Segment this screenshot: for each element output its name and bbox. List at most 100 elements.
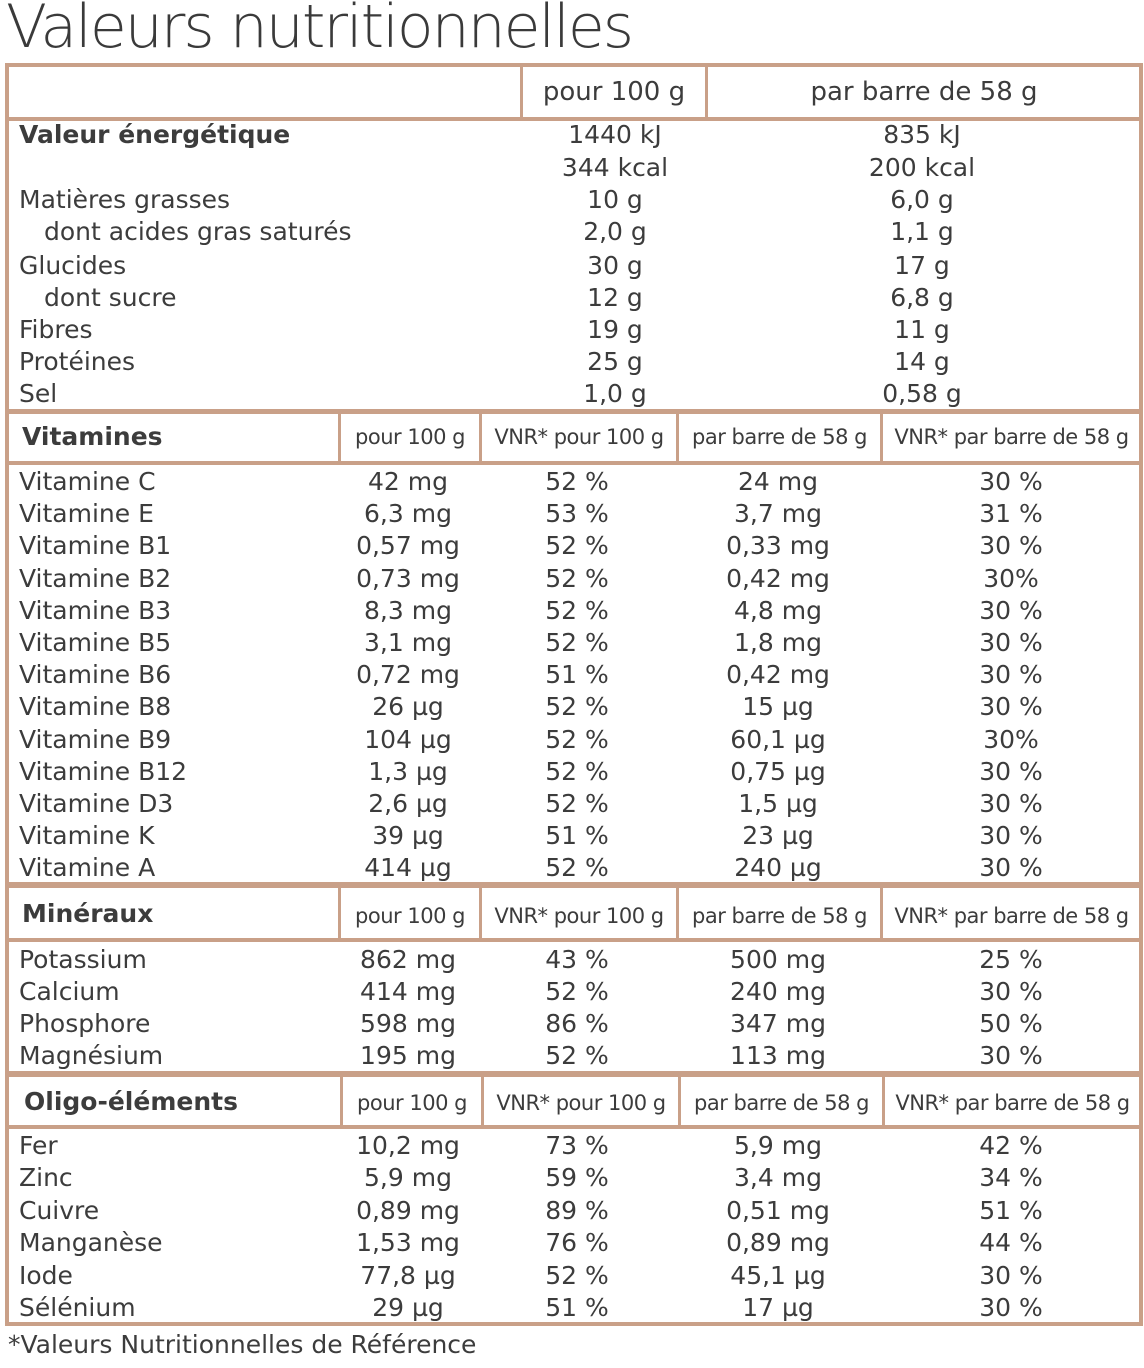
energy-row-perbar: 6,0 g bbox=[890, 185, 954, 214]
nutrient-value: 17 µg bbox=[742, 1293, 814, 1322]
energy-row-per100: 1,0 g bbox=[583, 379, 647, 408]
nutrient-value: 24 mg bbox=[738, 467, 818, 496]
nutrient-value: 4,8 mg bbox=[734, 596, 822, 625]
nutrient-value: 1,8 mg bbox=[734, 628, 822, 657]
nutrient-value: 42 mg bbox=[368, 467, 448, 496]
energy-row-per100: 2,0 g bbox=[583, 217, 647, 246]
nutrient-value: 30 % bbox=[979, 660, 1043, 689]
nutrient-value: 30 % bbox=[979, 821, 1043, 850]
nutrient-value: 34 % bbox=[979, 1163, 1043, 1192]
nutrient-value: 500 mg bbox=[730, 945, 826, 974]
nutrient-value: 42 % bbox=[979, 1131, 1043, 1160]
nutrient-value: 52 % bbox=[545, 789, 609, 818]
energy-header-rule bbox=[5, 117, 1143, 121]
nutrient-value: 0,89 mg bbox=[726, 1228, 830, 1257]
nutrient-value: 195 mg bbox=[360, 1041, 456, 1070]
nutrient-value: 50 % bbox=[979, 1009, 1043, 1038]
nutrient-value: 30 % bbox=[979, 757, 1043, 786]
nutrient-value: 30 % bbox=[979, 1293, 1043, 1322]
energy-row-perbar: 11 g bbox=[894, 315, 950, 344]
nutrient-value: 30% bbox=[983, 725, 1039, 754]
nutrient-value: 2,6 µg bbox=[368, 789, 448, 818]
section-header-divider bbox=[880, 884, 883, 940]
nutrient-value: 113 mg bbox=[730, 1041, 826, 1070]
nutrient-value: 39 µg bbox=[372, 821, 444, 850]
nutrient-name: Manganèse bbox=[19, 1228, 163, 1257]
nutrient-name: Vitamine B8 bbox=[19, 692, 172, 721]
section-header-divider bbox=[338, 884, 341, 940]
energy-header-perbar: par barre de 58 g bbox=[810, 77, 1038, 107]
section-title: Vitamines bbox=[22, 422, 163, 451]
energy-row-perbar: 200 kcal bbox=[868, 153, 976, 182]
energy-row-per100: 25 g bbox=[587, 347, 643, 376]
nutrient-value: 30 % bbox=[979, 628, 1043, 657]
nutrient-name: Phosphore bbox=[19, 1009, 151, 1038]
column-header: VNR* pour 100 g bbox=[494, 904, 664, 928]
nutrient-name: Calcium bbox=[19, 977, 120, 1006]
nutrient-value: 52 % bbox=[545, 725, 609, 754]
column-header: pour 100 g bbox=[357, 1091, 467, 1115]
nutrient-value: 51 % bbox=[979, 1196, 1043, 1225]
nutrient-value: 29 µg bbox=[372, 1293, 444, 1322]
section-header-divider bbox=[880, 410, 883, 463]
section-header-divider bbox=[676, 410, 679, 463]
nutrient-name: Vitamine C bbox=[19, 467, 156, 496]
nutrient-value: 45,1 µg bbox=[730, 1261, 826, 1290]
energy-row-per100: 19 g bbox=[587, 315, 643, 344]
energy-row-perbar: 835 kJ bbox=[883, 120, 961, 149]
energy-row-label: Sel bbox=[19, 379, 58, 408]
energy-row-label: Protéines bbox=[19, 347, 136, 376]
energy-row-label: Valeur énergétique bbox=[19, 120, 291, 149]
nutrient-value: 0,57 mg bbox=[356, 531, 460, 560]
nutrient-value: 31 % bbox=[979, 499, 1043, 528]
nutrient-value: 414 mg bbox=[360, 977, 456, 1006]
section-header-divider bbox=[338, 410, 341, 463]
nutrient-value: 0,72 mg bbox=[356, 660, 460, 689]
section-header-divider bbox=[479, 884, 482, 940]
section-frame bbox=[5, 1073, 1143, 1326]
nutrient-value: 347 mg bbox=[730, 1009, 826, 1038]
nutrient-value: 15 µg bbox=[742, 692, 814, 721]
nutrient-value: 86 % bbox=[545, 1009, 609, 1038]
nutrient-value: 30 % bbox=[979, 531, 1043, 560]
nutrient-value: 30 % bbox=[979, 596, 1043, 625]
nutrient-value: 76 % bbox=[545, 1228, 609, 1257]
nutrient-value: 10,2 mg bbox=[356, 1131, 460, 1160]
nutrient-value: 1,5 µg bbox=[738, 789, 818, 818]
nutrient-value: 240 mg bbox=[730, 977, 826, 1006]
energy-row-label: Glucides bbox=[19, 251, 127, 280]
nutrient-value: 0,89 mg bbox=[356, 1196, 460, 1225]
energy-row-perbar: 1,1 g bbox=[890, 217, 954, 246]
nutrient-value: 8,3 mg bbox=[364, 596, 452, 625]
section-header-rule bbox=[5, 461, 1143, 465]
nutrient-value: 0,42 mg bbox=[726, 564, 830, 593]
energy-header-divider bbox=[520, 63, 523, 121]
nutrient-value: 52 % bbox=[545, 853, 609, 882]
nutrient-value: 30% bbox=[983, 564, 1039, 593]
nutrient-name: Zinc bbox=[19, 1163, 73, 1192]
column-header: VNR* par barre de 58 g bbox=[894, 425, 1129, 449]
nutrient-value: 0,73 mg bbox=[356, 564, 460, 593]
nutrient-value: 52 % bbox=[545, 692, 609, 721]
nutrient-value: 51 % bbox=[545, 1293, 609, 1322]
nutrient-value: 43 % bbox=[545, 945, 609, 974]
energy-header-divider bbox=[705, 63, 708, 121]
nutrient-name: Vitamine B1 bbox=[19, 531, 172, 560]
energy-row-perbar: 6,8 g bbox=[890, 283, 954, 312]
nutrient-name: Vitamine B6 bbox=[19, 660, 172, 689]
nutrient-value: 414 µg bbox=[364, 853, 452, 882]
nutrient-name: Sélénium bbox=[19, 1293, 136, 1322]
energy-row-per100: 344 kcal bbox=[561, 153, 669, 182]
nutrient-value: 3,4 mg bbox=[734, 1163, 822, 1192]
column-header: par barre de 58 g bbox=[692, 904, 867, 928]
nutrient-value: 52 % bbox=[545, 628, 609, 657]
nutrient-value: 52 % bbox=[545, 564, 609, 593]
nutrient-name: Vitamine B9 bbox=[19, 725, 172, 754]
nutrient-name: Vitamine B5 bbox=[19, 628, 172, 657]
page-title: Valeurs nutritionnelles bbox=[6, 0, 634, 62]
nutrient-name: Fer bbox=[19, 1131, 58, 1160]
column-header: VNR* par barre de 58 g bbox=[894, 904, 1129, 928]
energy-row-label: dont acides gras saturés bbox=[44, 217, 352, 246]
nutrient-value: 1,53 mg bbox=[356, 1228, 460, 1257]
energy-row-label: Matières grasses bbox=[19, 185, 231, 214]
